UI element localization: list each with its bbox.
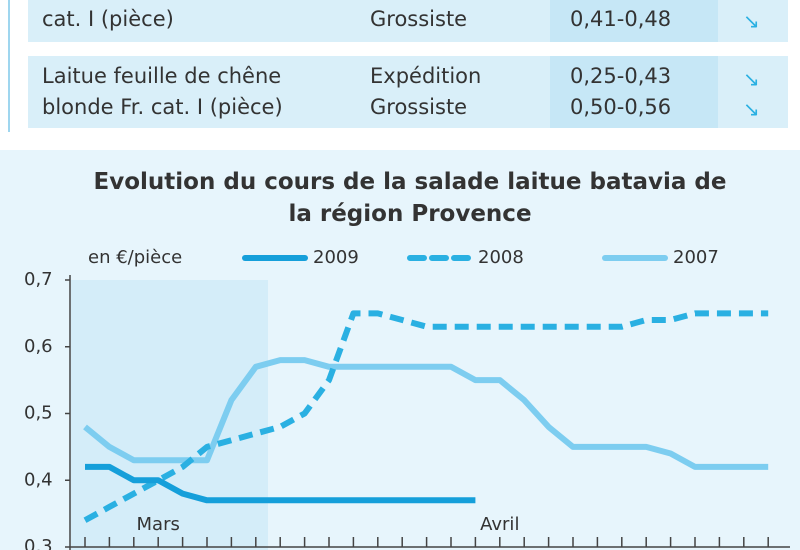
legend-label: 2007	[673, 247, 719, 268]
price: 0,25-0,43	[570, 64, 672, 88]
stage: Expédition	[370, 64, 482, 88]
series-line	[83, 310, 769, 523]
y-tick-label: 0,6	[24, 336, 53, 357]
x-tick-label: Mars	[137, 514, 180, 535]
table-row: cat. I (pièce) Grossiste 0,41-0,48 ↘	[28, 0, 788, 42]
price-column	[550, 56, 718, 128]
chart: en €/pièce 0,3 0,4 0,5 0,6 0,7 Mars Avril 2009 2…	[0, 150, 800, 550]
stage: Grossiste	[370, 95, 468, 119]
x-tick-label: Avril	[480, 514, 519, 535]
y-tick-label: 0,5	[24, 403, 53, 424]
product: blonde Fr. cat. I (pièce)	[42, 95, 283, 119]
price: 0,41-0,48	[570, 7, 672, 31]
trend-arrow: ↘	[743, 97, 760, 121]
stage: Grossiste	[370, 7, 468, 31]
price-column	[550, 0, 718, 42]
price-table: cat. I (pièce) Grossiste 0,41-0,48 ↘ Lai…	[0, 0, 800, 132]
frame-line	[8, 0, 10, 132]
series-line	[83, 357, 769, 470]
product: Laitue feuille de chêne	[42, 64, 282, 88]
y-tick-label: 0,3	[24, 536, 53, 550]
y-tick-label: 0,7	[24, 269, 53, 290]
legend-label: 2009	[313, 247, 359, 268]
table-row: Laitue feuille de chêne blonde Fr. cat. …	[28, 56, 788, 128]
y-tick-label: 0,4	[24, 469, 53, 490]
product: cat. I (pièce)	[42, 7, 174, 31]
legend-label: 2008	[478, 247, 524, 268]
unit-label: en €/pièce	[88, 247, 182, 268]
period-shade	[71, 280, 268, 550]
price: 0,50-0,56	[570, 95, 672, 119]
chart-title: Evolution du cours de la salade laitue b…	[93, 169, 727, 227]
trend-arrow: ↘	[743, 9, 760, 33]
series-line	[85, 463, 476, 504]
trend-arrow: ↘	[743, 67, 760, 91]
